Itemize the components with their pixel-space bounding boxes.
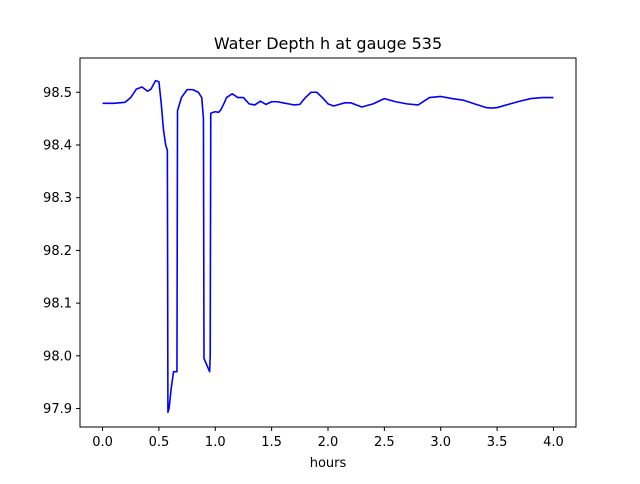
x-tick-label: 2.0 — [318, 435, 339, 450]
y-tick-label: 98.3 — [43, 191, 72, 206]
x-axis-label: hours — [310, 456, 347, 471]
x-tick-label: 0.0 — [92, 435, 113, 450]
x-tick-label: 3.5 — [487, 435, 508, 450]
plot-area — [102, 79, 554, 414]
series-line-0 — [102, 79, 554, 414]
x-tick-label: 2.5 — [374, 435, 395, 450]
x-tick-label: 4.0 — [543, 435, 564, 450]
y-tick-label: 97.9 — [43, 402, 72, 417]
plot-frame — [79, 57, 577, 428]
x-tick-label: 1.5 — [261, 435, 282, 450]
axis-ticks: 0.0 0.5 1.0 1.5 2.0 2.5 3.0 3.5 4.0 97.9 98.0 98.1 9… — [43, 86, 564, 450]
y-tick-label: 98.2 — [43, 244, 72, 259]
x-tick-label: 3.0 — [430, 435, 451, 450]
chart-title: Water Depth h at gauge 535 — [214, 34, 442, 53]
x-tick-label: 0.5 — [149, 435, 170, 450]
x-tick-label: 1.0 — [205, 435, 226, 450]
y-tick-label: 98.5 — [43, 86, 72, 101]
y-tick-label: 98.1 — [43, 297, 72, 312]
y-tick-label: 98.0 — [43, 349, 72, 364]
y-tick-label: 98.4 — [43, 138, 72, 153]
